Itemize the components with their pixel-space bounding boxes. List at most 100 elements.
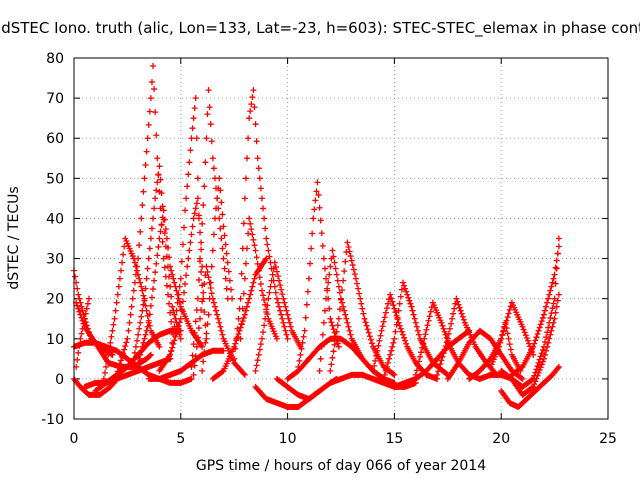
data-point: [547, 287, 554, 294]
data-point: [541, 338, 548, 345]
data-point: [316, 204, 323, 211]
data-point: [173, 307, 180, 314]
data-point: [420, 340, 427, 347]
data-point: [398, 286, 405, 293]
data-point: [398, 328, 405, 335]
data-point: [141, 335, 148, 342]
data-point: [440, 325, 447, 332]
data-point: [241, 195, 248, 202]
data-point: [168, 347, 175, 354]
data-point: [189, 352, 196, 359]
data-point: [108, 351, 115, 358]
data-point: [520, 326, 527, 333]
data-point: [263, 309, 270, 316]
data-point: [179, 241, 186, 248]
data-point: [116, 361, 123, 368]
data-point: [152, 269, 159, 276]
data-point: [135, 255, 142, 262]
data-point: [136, 325, 143, 332]
data-point: [345, 323, 352, 330]
data-point: [197, 258, 204, 265]
data-point: [136, 355, 143, 362]
data-point: [114, 291, 121, 298]
data-point: [448, 320, 455, 327]
data-point: [543, 303, 550, 310]
data-point: [202, 159, 209, 166]
data-point: [507, 346, 514, 353]
data-point: [392, 328, 399, 335]
data-point: [152, 109, 159, 116]
data-point: [172, 315, 179, 322]
data-point: [136, 242, 143, 249]
data-point: [299, 339, 306, 346]
data-point: [415, 331, 422, 338]
series-arc-36: [498, 363, 562, 410]
data-point: [383, 305, 390, 312]
data-point: [194, 334, 201, 341]
data-point: [544, 343, 551, 350]
data-point: [209, 155, 216, 162]
data-point: [548, 283, 555, 290]
data-point: [346, 248, 353, 255]
data-point: [376, 337, 383, 344]
data-point: [504, 330, 511, 337]
data-point: [123, 339, 130, 346]
data-point: [442, 331, 449, 338]
data-point: [217, 225, 224, 232]
data-point: [517, 367, 524, 374]
x-tick-label: 5: [176, 431, 185, 447]
data-point: [250, 236, 257, 243]
data-point: [199, 367, 206, 374]
x-tick-label: 20: [492, 431, 510, 447]
data-point: [554, 250, 561, 257]
data-point: [154, 155, 161, 162]
data-point: [284, 311, 291, 318]
data-point: [190, 371, 197, 378]
data-point: [147, 235, 154, 242]
data-point: [217, 323, 224, 330]
data-point: [555, 243, 562, 250]
data-point: [256, 274, 263, 281]
data-point: [534, 363, 541, 370]
data-point: [142, 285, 149, 292]
data-point: [189, 125, 196, 132]
data-point: [351, 271, 358, 278]
data-point: [397, 293, 404, 300]
data-point: [77, 335, 84, 342]
data-point: [362, 319, 369, 326]
data-point: [240, 314, 247, 321]
data-point: [138, 313, 145, 320]
data-point: [202, 339, 209, 346]
data-point: [213, 205, 220, 212]
data-point: [537, 353, 544, 360]
data-point: [252, 367, 259, 374]
data-point: [153, 187, 160, 194]
data-point: [328, 319, 335, 326]
data-point: [238, 320, 245, 327]
data-point: [137, 319, 144, 326]
data-point: [110, 321, 117, 328]
data-point: [145, 121, 152, 128]
data-point: [131, 259, 138, 266]
data-point: [194, 295, 201, 302]
data-point: [114, 368, 121, 375]
data-point: [250, 87, 257, 94]
data-point: [183, 195, 190, 202]
data-point: [254, 357, 261, 364]
data-point: [518, 375, 525, 382]
data-point: [252, 247, 259, 254]
data-point: [169, 271, 176, 278]
data-point: [176, 283, 183, 290]
data-point: [389, 298, 396, 305]
data-point: [199, 298, 206, 305]
data-point: [381, 371, 388, 378]
data-point: [127, 311, 134, 318]
data-point: [453, 295, 460, 302]
data-point: [138, 215, 145, 222]
data-point: [283, 331, 290, 338]
data-point: [550, 319, 557, 326]
data-point: [108, 333, 115, 340]
data-point: [75, 305, 82, 312]
data-point: [439, 322, 446, 329]
data-point: [404, 291, 411, 298]
